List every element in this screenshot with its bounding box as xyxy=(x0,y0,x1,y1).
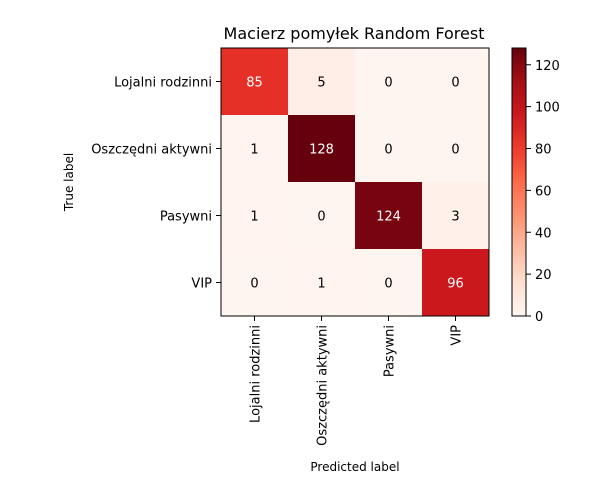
heatmap-cell xyxy=(422,249,490,317)
heatmap-cell xyxy=(355,48,423,116)
x-tick-label: Pasywni xyxy=(383,325,398,377)
cell-value-label: 0 xyxy=(451,76,459,91)
heatmap-cell xyxy=(288,249,356,317)
plot-frame xyxy=(220,47,490,317)
chart-title: Macierz pomyłek Random Forest xyxy=(224,24,485,43)
colorbar-tick-label: 80 xyxy=(535,143,552,158)
heatmap-cell xyxy=(422,48,490,116)
cell-value-label: 0 xyxy=(451,143,459,158)
colorbar-tick-label: 20 xyxy=(535,268,552,283)
cell-value-label: 0 xyxy=(384,277,392,292)
heatmap-cell xyxy=(355,115,423,183)
cell-value-label: 128 xyxy=(309,143,334,158)
heatmap-cell xyxy=(288,182,356,250)
cell-value-label: 5 xyxy=(317,76,325,91)
cell-value-label: 0 xyxy=(317,210,325,225)
cell-value-label: 1 xyxy=(250,210,258,225)
cell-value-label: 1 xyxy=(250,143,258,158)
y-axis-label: True label xyxy=(62,153,76,212)
cell-value-label: 1 xyxy=(317,277,325,292)
x-axis-ticks: Lojalni rodzinni Oszczędni aktywni Pasywni… xyxy=(249,316,465,446)
colorbar-tick-label: 100 xyxy=(535,101,560,116)
heatmap-cell xyxy=(288,115,356,183)
colorbar-tick-label: 0 xyxy=(535,310,543,325)
colorbar-tick-label: 40 xyxy=(535,226,552,241)
x-tick-label: Lojalni rodzinni xyxy=(249,325,264,423)
x-axis-label: Predicted label xyxy=(310,460,399,474)
heatmap-cell xyxy=(221,115,289,183)
cell-value-label: 96 xyxy=(447,277,464,292)
colorbar-tick-label: 60 xyxy=(535,184,552,199)
colorbar-tick-label: 120 xyxy=(535,59,560,74)
heatmap-cell xyxy=(422,115,490,183)
heatmap-cell xyxy=(221,249,289,317)
colorbar-ticks: 0 20 40 60 80 100 120 xyxy=(526,59,560,325)
heatmap-cell xyxy=(221,48,289,116)
colorbar xyxy=(511,47,527,317)
cell-value-label: 3 xyxy=(451,210,459,225)
heatmap-cell xyxy=(221,182,289,250)
cell-value-label: 124 xyxy=(376,210,401,225)
x-tick-label: Oszczędni aktywni xyxy=(316,325,331,446)
heatmap-cell xyxy=(288,48,356,116)
cell-value-label: 0 xyxy=(384,76,392,91)
y-axis-ticks: Lojalni rodzinni Oszczędni aktywni Pasywni… xyxy=(91,76,221,292)
heatmap-cell xyxy=(355,249,423,317)
y-tick-label: Lojalni rodzinni xyxy=(114,76,212,91)
cell-value-label: 0 xyxy=(384,143,392,158)
heatmap-cells: 85 5 0 0 1 128 0 0 1 0 124 3 0 1 0 96 xyxy=(221,48,490,317)
heatmap-cell xyxy=(422,182,490,250)
x-tick-label: VIP xyxy=(450,325,465,346)
cell-value-label: 85 xyxy=(246,76,263,91)
y-tick-label: Oszczędni aktywni xyxy=(91,143,212,158)
y-tick-label: VIP xyxy=(191,277,212,292)
y-tick-label: Pasywni xyxy=(160,210,212,225)
cell-value-label: 0 xyxy=(250,277,258,292)
heatmap-cell xyxy=(355,182,423,250)
